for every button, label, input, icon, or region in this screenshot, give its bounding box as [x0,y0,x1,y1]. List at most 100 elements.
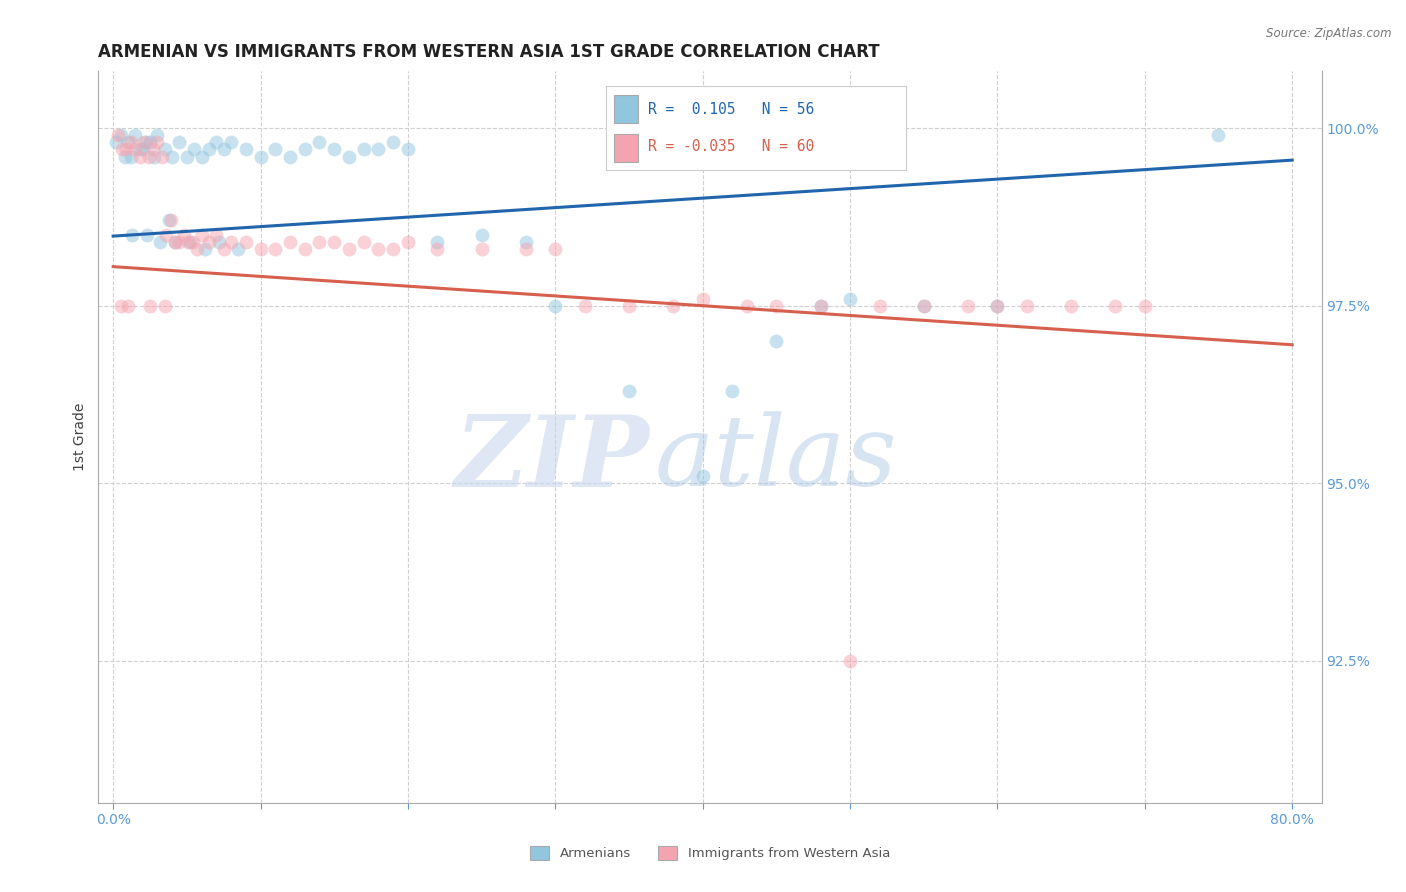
Point [115,143,138,157]
Point [617,299,640,313]
Point [264,242,287,256]
Point [382,136,405,150]
Point [839,654,862,668]
Point [186,242,208,256]
Point [173,227,195,242]
Point [515,235,537,249]
Point [471,227,494,242]
Point [810,299,832,313]
Point [308,235,330,249]
Point [308,136,330,150]
Point [353,235,375,249]
Point [212,242,235,256]
Point [114,150,136,164]
Point [143,150,166,164]
Point [146,136,169,150]
Text: ARMENIAN VS IMMIGRANTS FROM WESTERN ASIA 1ST GRADE CORRELATION CHART: ARMENIAN VS IMMIGRANTS FROM WESTERN ASIA… [98,44,880,62]
Point [169,235,191,249]
Point [198,235,221,249]
Point [105,136,128,150]
Point [956,299,979,313]
Point [426,242,449,256]
Point [165,235,187,249]
Point [228,242,250,256]
Point [471,242,494,256]
Point [1015,299,1038,313]
Point [249,242,271,256]
Point [157,213,180,227]
Point [120,136,142,150]
Point [337,150,360,164]
Point [323,143,346,157]
Point [111,143,134,157]
Point [121,227,143,242]
Point [278,235,301,249]
Point [396,235,419,249]
Point [124,143,146,157]
Y-axis label: 1st Grade: 1st Grade [73,403,87,471]
Point [150,150,173,164]
Point [138,150,160,164]
Point [183,143,205,157]
Legend: Armenians, Immigrants from Western Asia: Armenians, Immigrants from Western Asia [524,841,896,866]
Point [142,143,165,157]
Point [1104,299,1126,313]
Point [367,242,389,256]
Point [1060,299,1083,313]
Point [1208,128,1230,143]
Point [149,235,172,249]
Point [205,136,228,150]
Point [249,150,271,164]
Point [153,143,176,157]
Point [179,235,201,249]
Point [153,299,176,313]
Point [177,235,200,249]
Point [131,143,153,157]
Point [159,213,181,227]
Point [205,227,228,242]
Point [146,128,169,143]
Point [574,299,596,313]
Point [208,235,231,249]
Point [426,235,449,249]
Point [735,299,758,313]
Point [107,128,129,143]
Point [367,143,389,157]
Point [190,227,212,242]
Point [544,242,567,256]
Point [136,227,159,242]
Text: atlas: atlas [655,411,898,507]
Point [294,242,316,256]
Point [986,299,1008,313]
Text: ZIP: ZIP [454,411,650,508]
Point [139,136,162,150]
Point [721,384,744,398]
Point [132,136,155,150]
Point [544,299,567,313]
Point [396,143,419,157]
Point [1133,299,1156,313]
Point [110,299,132,313]
Point [128,143,150,157]
Point [160,150,183,164]
Point [135,136,157,150]
Point [219,136,242,150]
Point [165,235,187,249]
Point [169,136,191,150]
Point [110,128,132,143]
Point [120,150,142,164]
Point [190,150,212,164]
Point [912,299,935,313]
Point [353,143,375,157]
Point [912,299,935,313]
Point [128,150,150,164]
Point [337,242,360,256]
Point [515,242,537,256]
Point [382,242,405,256]
Point [765,334,787,349]
Point [692,292,714,306]
Point [986,299,1008,313]
Point [869,299,891,313]
Point [765,299,787,313]
Text: Source: ZipAtlas.com: Source: ZipAtlas.com [1267,27,1392,40]
